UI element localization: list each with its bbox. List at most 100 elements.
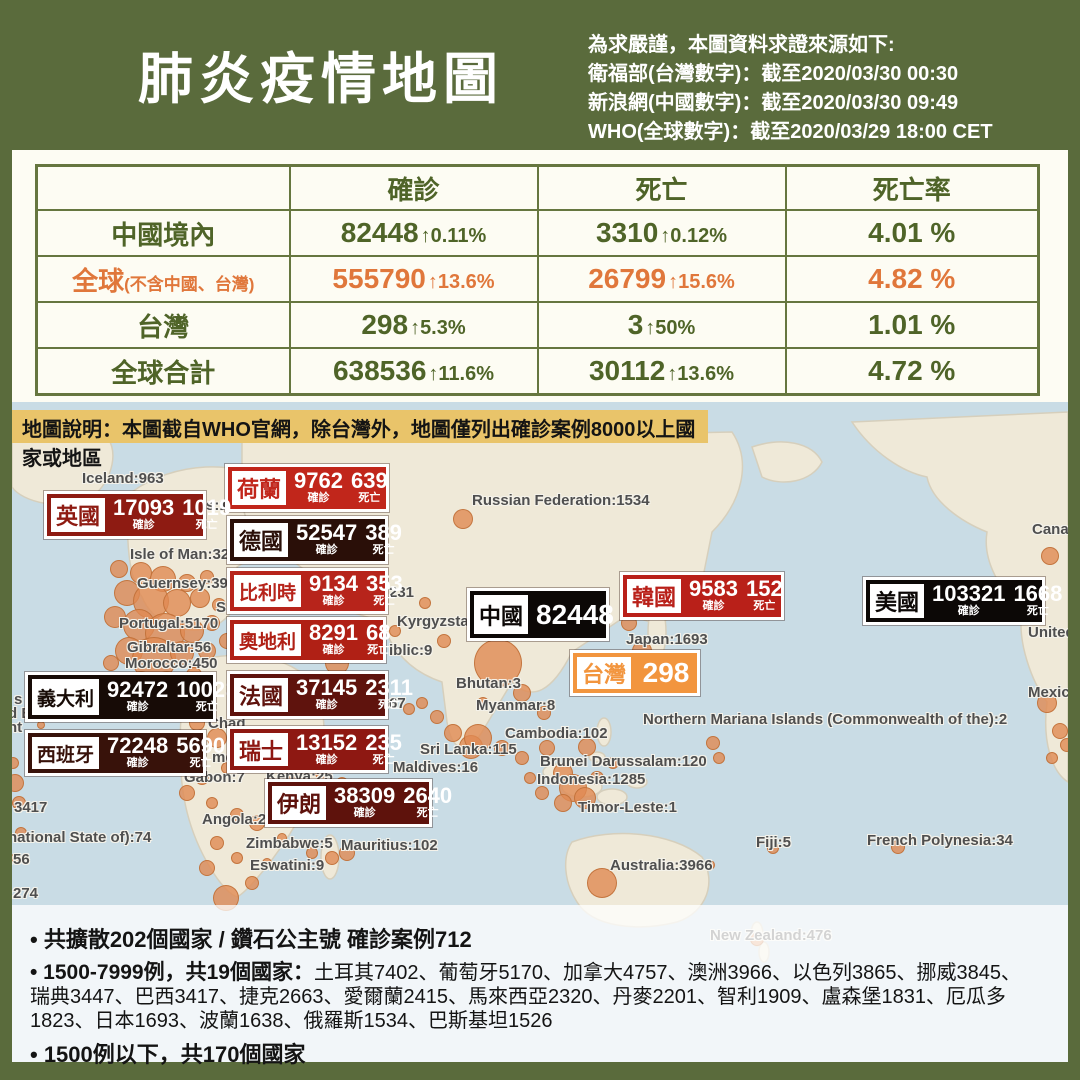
value: 5690	[176, 733, 226, 759]
deaths-count: 2640 死亡	[399, 782, 456, 824]
value: 152	[745, 576, 783, 602]
deaths-count: 353 死亡	[362, 571, 407, 611]
case-bubble	[110, 560, 128, 578]
map-country-label: Kyrgyzsta	[397, 613, 469, 630]
row-label: 台灣	[35, 301, 291, 349]
deaths-cell: 30112 ↑13.6%	[536, 347, 787, 396]
delta-with-up-arrow-icon: ↑0.11%	[420, 225, 487, 247]
map-country-label: Cambodia:102	[505, 725, 608, 742]
deaths-count: 5690 死亡	[172, 733, 229, 773]
map-country-label: United	[1028, 624, 1068, 641]
case-bubble	[389, 625, 401, 637]
case-bubble	[590, 771, 604, 785]
summary-table-panel: 確診 死亡 死亡率 中國境內 82448 ↑0.11% 3310 ↑0.12% 4.01 …	[12, 150, 1068, 402]
value: 92472	[107, 677, 169, 703]
map-country-label: Morocco:450	[125, 655, 218, 672]
case-bubble	[578, 738, 596, 756]
caption: 死亡	[189, 757, 212, 770]
value: 2311	[365, 675, 413, 701]
source-line: 新浪網(中國數字)：截至2020/03/30 09:49	[588, 92, 959, 114]
value: 68	[365, 620, 391, 646]
case-bubble	[245, 876, 259, 890]
map-country-label: Mexic	[1028, 684, 1068, 701]
value: 17093	[113, 495, 175, 521]
caption: 確診	[702, 600, 725, 613]
country-name: 比利時	[234, 575, 302, 607]
table-header-death-rate: 死亡率	[784, 164, 1040, 211]
row-label-suffix: (不含中國、台灣)	[124, 274, 255, 294]
row-label: 全球(不含中國、台灣)	[35, 255, 291, 303]
value: 9762	[294, 468, 343, 494]
delta-with-up-arrow-icon: ↑13.6%	[427, 271, 495, 293]
country-callout: 義大利 92472 確診 10023 死亡	[25, 672, 237, 722]
value: 235	[365, 729, 402, 755]
country-callout: 伊朗 38309 確診 2640 死亡	[265, 779, 452, 827]
world-map: 地圖說明：本圖截自WHO官網，除台灣外，地圖僅列出確診案例8000以上國家或地區…	[12, 402, 1068, 1062]
country-callout: 法國 37145 確診 2311 死亡	[227, 671, 413, 719]
case-bubble	[1052, 723, 1068, 739]
case-bubble	[262, 858, 272, 868]
value: 9134	[309, 571, 358, 597]
case-bubble	[1037, 693, 1057, 713]
value: 298	[361, 309, 409, 340]
case-bubble	[706, 736, 720, 750]
value: 82448	[340, 217, 419, 248]
source-line: WHO(全球數字)：截至2020/03/29 18:00 CET	[588, 121, 993, 143]
deaths-count: 68 死亡	[362, 620, 394, 660]
footer-overlay	[12, 905, 1068, 1062]
case-bubble	[587, 868, 617, 898]
map-country-label: national State of):74	[12, 829, 152, 846]
case-bubble	[430, 710, 444, 724]
case-bubble	[1060, 738, 1068, 752]
footer-country-list-heading: • 1500-7999例，共19個國家：	[30, 961, 314, 984]
deaths-cell: 3310 ↑0.12%	[536, 209, 787, 257]
map-country-label: Angola:2	[202, 811, 267, 828]
page-title: 肺炎疫情地圖	[138, 48, 505, 110]
case-bubble	[190, 588, 210, 608]
case-bubble	[199, 860, 215, 876]
map-country-label: Zimbabwe:5	[246, 835, 333, 852]
case-bubble	[15, 827, 27, 839]
map-country-label: Fiji:5	[756, 834, 792, 851]
case-bubble	[180, 619, 204, 643]
confirmed-cell: 82448 ↑0.11%	[288, 209, 539, 257]
table-row: 台灣 298 ↑5.3% 3 ↑50% 1.01 %	[35, 301, 1040, 349]
case-bubble	[230, 808, 244, 822]
death-rate-cell: 4.82 %	[784, 255, 1040, 303]
delta-with-up-arrow-icon: ↑13.6%	[667, 363, 735, 385]
country-name: 美國	[870, 584, 925, 618]
table-row: 全球(不含中國、台灣) 555790 ↑13.6% 26799 ↑15.6% 4.82 %	[35, 255, 1040, 303]
table-row: 全球合計 638536 ↑11.6% 30112 ↑13.6% 4.72 %	[35, 347, 1040, 396]
caption: 死亡	[372, 544, 395, 557]
map-country-label: Indonesia:1285	[537, 771, 646, 788]
case-bubble	[554, 794, 572, 812]
caption: 確診	[126, 701, 149, 714]
case-bubble	[231, 852, 243, 864]
confirmed-count: 9134 確診	[305, 571, 362, 611]
table-header-row: 確診 死亡 死亡率	[35, 164, 1040, 211]
map-country-label: Iceland:963	[82, 470, 164, 487]
country-callout: 英國 17093 確診 1019 死亡	[44, 491, 231, 539]
country-name: 荷蘭	[232, 471, 287, 505]
deaths-count: 10023 死亡	[172, 675, 241, 719]
country-name: 韓國	[627, 579, 682, 613]
case-bubble	[204, 615, 220, 631]
country-callout: 比利時 9134 確診 353 死亡	[227, 568, 403, 614]
map-country-label: French Polynesia:34	[867, 832, 1013, 849]
case-bubble	[12, 796, 26, 810]
case-bubble	[535, 786, 549, 800]
value: 2640	[403, 783, 453, 809]
row-label: 全球合計	[35, 347, 291, 396]
row-label: 中國境內	[35, 209, 291, 257]
footer-under-1500-note: • 1500例以下，共170個國家	[30, 1042, 306, 1067]
deaths-count: 639 死亡	[347, 467, 392, 509]
country-name: 台灣	[577, 657, 632, 689]
case-bubble	[170, 641, 194, 665]
value: 72248	[107, 733, 169, 759]
map-country-label: Northern Mariana Islands (Commonwealth o…	[643, 711, 1008, 728]
value: 103321	[932, 581, 1006, 607]
case-bubble	[477, 697, 489, 709]
case-bubble	[419, 597, 431, 609]
map-country-label: 3417	[14, 799, 48, 816]
map-country-label: S	[216, 599, 227, 616]
